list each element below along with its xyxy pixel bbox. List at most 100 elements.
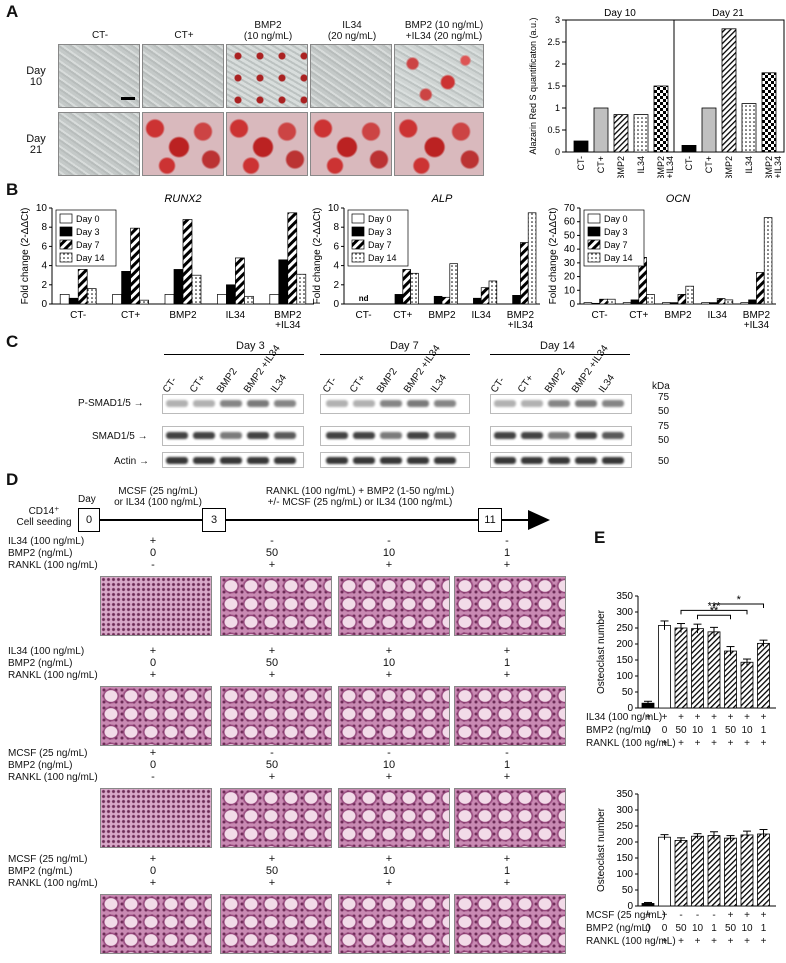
bar bbox=[480, 287, 490, 305]
condition-value: 50 bbox=[265, 547, 279, 559]
condition-value: - bbox=[270, 535, 274, 547]
day-mark-11: 11 bbox=[478, 508, 502, 532]
x-tick-label: CT- bbox=[684, 156, 694, 171]
bar bbox=[622, 302, 632, 305]
condition-label: BMP2 (ng/mL) bbox=[8, 760, 73, 771]
legend-entry: Day 3 bbox=[368, 227, 392, 237]
condition-value: - bbox=[151, 559, 155, 571]
x-tick-label: BMP2 bbox=[274, 310, 302, 321]
panel-label-a: A bbox=[6, 2, 19, 21]
bar bbox=[691, 628, 704, 709]
group-label: Day 21 bbox=[712, 8, 744, 19]
condition-value: 0 bbox=[149, 865, 157, 877]
micrograph-osteoclast bbox=[338, 576, 450, 636]
condition-value: 50 bbox=[265, 657, 279, 669]
chart-ocn: OCN 0 10 20 30 40 50 60 70 Fold change (2-ΔΔCt) CT… bbox=[548, 193, 776, 331]
legend-entry: Day 7 bbox=[368, 240, 392, 250]
e-condition-value: 1 bbox=[711, 725, 717, 736]
day-label-3: Day 3 bbox=[236, 340, 265, 352]
legend-swatch bbox=[587, 226, 601, 237]
micrograph-day21-bmp2-il34 bbox=[394, 112, 484, 176]
condition-value: + bbox=[149, 645, 157, 657]
step2-label: RANKL (100 ng/mL) + BMP2 (1-50 ng/mL) +/… bbox=[265, 486, 455, 508]
micrograph-osteoclast bbox=[454, 894, 566, 954]
e-condition-label: RANKL (100 ng/mL) bbox=[586, 936, 676, 947]
blot-band bbox=[407, 457, 429, 464]
condition-value: + bbox=[149, 747, 157, 759]
e-condition-label: BMP2 (ng/mL) bbox=[586, 923, 651, 934]
e-condition-value: + bbox=[661, 712, 668, 723]
bar bbox=[226, 284, 236, 305]
condition-value: + bbox=[385, 669, 393, 681]
nd-label: nd bbox=[359, 294, 369, 303]
condition-value: + bbox=[503, 669, 511, 681]
micrograph-osteoclast bbox=[100, 576, 212, 636]
significance-bracket bbox=[680, 609, 748, 615]
bar bbox=[709, 302, 718, 305]
e-condition-value: 0 bbox=[661, 923, 668, 934]
col-label-bmp2: BMP2 (10 ng/mL) bbox=[243, 20, 293, 42]
scale-bar bbox=[121, 97, 135, 100]
y-tick-label: 40 bbox=[564, 244, 576, 255]
condition-value: 10 bbox=[382, 547, 396, 559]
blot-band bbox=[548, 400, 570, 407]
x-tick-label: +IL34 bbox=[773, 156, 783, 178]
condition-value: - bbox=[505, 535, 509, 547]
bar bbox=[278, 259, 289, 305]
y-tick-label: 3 bbox=[555, 15, 560, 25]
blot-band bbox=[407, 400, 429, 407]
e-condition-value: + bbox=[694, 712, 701, 723]
y-axis-label: Fold change (2-ΔΔCt) bbox=[20, 208, 31, 305]
condition-value: 1 bbox=[503, 865, 511, 877]
y-tick-label: 200 bbox=[616, 639, 633, 650]
panel-label-e: E bbox=[594, 528, 606, 547]
e-condition-value: 50 bbox=[675, 923, 687, 934]
x-tick-label: +IL34 bbox=[275, 320, 301, 331]
micrograph-day10-ct-neg bbox=[58, 44, 140, 108]
legend-entry: Day 0 bbox=[76, 214, 100, 224]
chart-title: OCN bbox=[666, 193, 691, 205]
lane-label: IL34 bbox=[428, 372, 450, 395]
e-condition-value: + bbox=[661, 936, 668, 947]
lane-label: IL34 bbox=[596, 372, 618, 395]
day-mark-3: 3 bbox=[202, 508, 226, 532]
e-condition-label: RANKL (100 ng/mL) bbox=[586, 738, 676, 749]
lane-label: CT+ bbox=[347, 372, 368, 395]
bar bbox=[121, 271, 131, 305]
y-tick-label: 100 bbox=[616, 671, 633, 682]
kda-50-b: 50 bbox=[658, 435, 670, 446]
condition-value: + bbox=[503, 771, 511, 783]
condition-value: + bbox=[503, 645, 511, 657]
blot-band bbox=[353, 457, 375, 464]
blot-band bbox=[521, 457, 543, 464]
bar bbox=[724, 650, 737, 709]
e-condition-value: 10 bbox=[691, 725, 704, 736]
bar bbox=[296, 273, 307, 305]
y-tick-label: 10 bbox=[564, 285, 576, 296]
day3-line bbox=[164, 354, 304, 355]
blot-band bbox=[494, 400, 516, 407]
y-tick-label: 50 bbox=[564, 230, 576, 241]
x-tick-label: +IL34 bbox=[665, 156, 675, 178]
blot-band bbox=[193, 400, 215, 407]
micrograph-day10-bmp2-il34 bbox=[394, 44, 484, 108]
e-condition-value: + bbox=[711, 936, 717, 947]
condition-value: + bbox=[385, 645, 393, 657]
x-tick-label: BMP2 bbox=[169, 310, 197, 321]
x-tick-label: BMP2 bbox=[743, 310, 771, 321]
condition-value: 0 bbox=[149, 759, 157, 771]
bar bbox=[112, 294, 122, 305]
bar bbox=[441, 296, 451, 305]
blot-band bbox=[274, 457, 296, 464]
bar bbox=[591, 302, 600, 305]
y-axis-label: Osteoclast number bbox=[596, 807, 607, 892]
y-tick-label: 0 bbox=[569, 299, 575, 310]
y-tick-label: 70 bbox=[564, 203, 576, 214]
condition-value: + bbox=[503, 853, 511, 865]
y-tick-label: 0 bbox=[627, 901, 633, 912]
legend-swatch bbox=[351, 226, 365, 237]
bar bbox=[658, 625, 671, 709]
bar bbox=[740, 302, 749, 305]
e-condition-value: 0 bbox=[645, 923, 651, 934]
lane-label: CT+ bbox=[515, 372, 536, 395]
